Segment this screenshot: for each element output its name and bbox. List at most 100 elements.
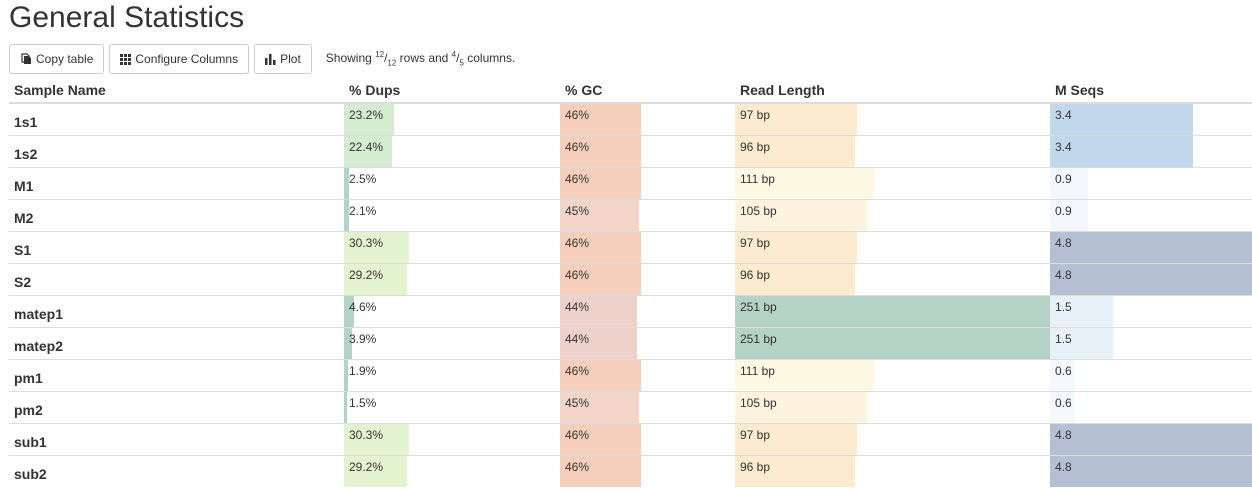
cell-value: 23.2%: [349, 108, 384, 122]
read-length-cell: 96 bp: [735, 455, 1050, 487]
cell-value: 29.2%: [349, 460, 384, 474]
header-m-seqs[interactable]: M Seqs: [1050, 77, 1252, 104]
dups-cell: 4.6%: [344, 295, 560, 328]
value-bar: [1050, 296, 1114, 327]
dups-cell: 2.1%: [344, 199, 560, 232]
table-row: matep2 3.9% 44% 251 bp 1.5: [9, 327, 1252, 360]
value-bar: [560, 328, 637, 359]
cell-value: 4.8: [1055, 236, 1072, 250]
m-seqs-cell: 1.5: [1050, 327, 1252, 360]
value-bar: [560, 264, 641, 295]
gc-cell: 45%: [560, 391, 735, 424]
value-bar: [735, 328, 1050, 359]
read-length-cell: 97 bp: [735, 423, 1050, 456]
sample-name-cell: pm1: [9, 359, 344, 392]
value-bar: [560, 168, 641, 199]
dups-cell: 3.9%: [344, 327, 560, 360]
copy-table-button[interactable]: Copy table: [9, 44, 105, 74]
value-bar: [344, 264, 408, 295]
dups-cell: 1.9%: [344, 359, 560, 392]
configure-columns-button[interactable]: Configure Columns: [109, 44, 250, 74]
read-length-cell: 96 bp: [735, 263, 1050, 296]
value-bar: [735, 296, 1050, 327]
read-length-cell: 97 bp: [735, 231, 1050, 264]
table-row: M1 2.5% 46% 111 bp 0.9: [9, 167, 1252, 200]
gc-cell: 46%: [560, 423, 735, 456]
gc-cell: 46%: [560, 359, 735, 392]
value-bar: [1050, 360, 1076, 391]
value-bar: [735, 264, 856, 295]
cell-value: 111 bp: [740, 364, 775, 378]
cell-value: 0.6: [1055, 364, 1072, 378]
value-bar: [1050, 264, 1252, 295]
cell-value: 0.6: [1055, 396, 1072, 410]
table-row: S2 29.2% 46% 96 bp 4.8: [9, 263, 1252, 296]
dups-cell: 2.5%: [344, 167, 560, 200]
header-read-length[interactable]: Read Length: [735, 77, 1050, 104]
cell-value: 1.9%: [349, 364, 377, 378]
value-bar: [344, 136, 393, 167]
value-bar: [735, 456, 856, 487]
value-bar: [1050, 168, 1088, 199]
value-bar: [560, 200, 639, 231]
cell-value: 2.5%: [349, 172, 377, 186]
cell-value: 111 bp: [740, 172, 775, 186]
value-bar: [735, 200, 867, 231]
cell-value: 1.5%: [349, 396, 377, 410]
value-bar: [344, 104, 395, 135]
cell-value: 46%: [565, 428, 590, 442]
dups-cell: 1.5%: [344, 391, 560, 424]
value-bar: [344, 392, 348, 423]
value-bar: [1050, 104, 1194, 135]
sample-name-cell: matep1: [9, 295, 344, 328]
value-bar: [344, 328, 353, 359]
cell-value: 96 bp: [740, 140, 771, 154]
value-bar: [344, 168, 350, 199]
value-bar: [560, 360, 641, 391]
value-bar: [344, 424, 410, 455]
value-bar: [344, 456, 408, 487]
page-title: General Statistics: [9, 1, 245, 34]
value-bar: [1050, 456, 1252, 487]
cell-value: 30.3%: [349, 236, 384, 250]
plot-button[interactable]: Plot: [254, 44, 312, 74]
table-row: pm2 1.5% 45% 105 bp 0.6: [9, 391, 1252, 424]
plot-label: Plot: [280, 52, 301, 66]
cell-value: 97 bp: [740, 428, 771, 442]
sample-name-cell: matep2: [9, 327, 344, 360]
table-row: S1 30.3% 46% 97 bp 4.8: [9, 231, 1252, 264]
cell-value: 29.2%: [349, 268, 384, 282]
cell-value: 30.3%: [349, 428, 384, 442]
m-seqs-cell: 0.6: [1050, 359, 1252, 392]
cell-value: 46%: [565, 140, 590, 154]
header-dups[interactable]: % Dups: [344, 77, 560, 104]
dups-cell: 29.2%: [344, 455, 560, 487]
dups-cell: 30.3%: [344, 231, 560, 264]
table-toolbar: Copy table Configure Columns Plot Showin…: [9, 44, 515, 74]
value-bar: [1050, 392, 1076, 423]
cell-value: 46%: [565, 364, 590, 378]
m-seqs-cell: 1.5: [1050, 295, 1252, 328]
cell-value: 251 bp: [740, 332, 777, 346]
table-row: M2 2.1% 45% 105 bp 0.9: [9, 199, 1252, 232]
value-bar: [560, 136, 641, 167]
read-length-cell: 105 bp: [735, 199, 1050, 232]
value-bar: [735, 136, 856, 167]
read-length-cell: 97 bp: [735, 102, 1050, 136]
header-gc[interactable]: % GC: [560, 77, 735, 104]
gc-cell: 46%: [560, 231, 735, 264]
bar-chart-icon: [265, 53, 276, 65]
dups-cell: 30.3%: [344, 423, 560, 456]
header-sample-name[interactable]: Sample Name: [9, 77, 344, 104]
cell-value: 3.9%: [349, 332, 377, 346]
general-stats-table: Sample Name % Dups % GC Read Length M Se…: [9, 77, 1252, 487]
sample-name-cell: M1: [9, 167, 344, 200]
value-bar: [560, 232, 641, 263]
cell-value: 44%: [565, 332, 590, 346]
table-row: sub1 30.3% 46% 97 bp 4.8: [9, 423, 1252, 456]
m-seqs-cell: 3.4: [1050, 135, 1252, 168]
cell-value: 96 bp: [740, 460, 771, 474]
value-bar: [1050, 136, 1194, 167]
gc-cell: 44%: [560, 295, 735, 328]
m-seqs-cell: 4.8: [1050, 423, 1252, 456]
